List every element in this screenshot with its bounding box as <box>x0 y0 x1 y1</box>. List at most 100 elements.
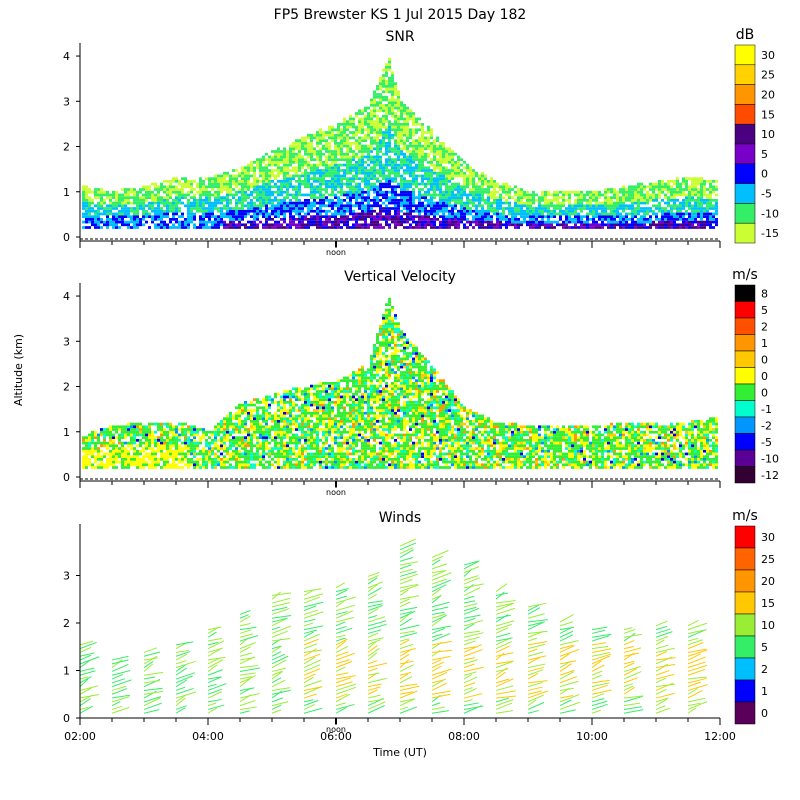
heat-cell <box>151 452 154 456</box>
heat-cell <box>175 177 178 180</box>
heat-cell <box>508 223 511 227</box>
heat-cell <box>421 158 424 161</box>
heat-cell <box>439 174 442 178</box>
colorbar-swatch <box>734 104 756 125</box>
heat-cell <box>130 436 133 439</box>
heat-cell <box>391 95 394 99</box>
heat-cell <box>391 207 394 210</box>
heat-cell <box>442 199 445 202</box>
heat-cell <box>637 207 640 210</box>
heat-cell <box>91 207 94 210</box>
heat-cell <box>91 466 94 469</box>
heat-cell <box>265 185 268 189</box>
heat-cell <box>280 150 283 153</box>
heat-cell <box>352 120 355 123</box>
heat-cell <box>313 190 316 194</box>
heat-cell <box>277 180 280 183</box>
heat-cell <box>394 112 397 115</box>
heat-cell <box>460 207 463 210</box>
heat-cell <box>424 226 427 229</box>
heat-cell <box>694 182 697 186</box>
heat-cell <box>631 204 634 208</box>
heat-cell <box>313 158 316 161</box>
heat-cell <box>283 177 286 180</box>
heat-cell <box>253 215 256 218</box>
heat-cell <box>442 174 445 178</box>
heat-cell <box>673 207 676 210</box>
heat-cell <box>400 109 403 113</box>
heat-cell <box>418 136 421 140</box>
heat-cell <box>373 109 376 113</box>
heat-cell <box>475 212 478 216</box>
heat-cell <box>670 212 673 216</box>
heat-cell <box>148 452 151 456</box>
heat-cell <box>361 123 364 126</box>
heat-cell <box>622 209 625 213</box>
heat-cell <box>499 218 502 221</box>
heat-cell <box>217 215 220 218</box>
heat-cell <box>685 188 688 191</box>
heat-cell <box>385 120 388 123</box>
heat-cell <box>646 226 649 229</box>
heat-cell <box>679 212 682 216</box>
heat-cell <box>472 220 475 224</box>
heat-cell <box>409 114 412 118</box>
heat-cell <box>559 209 562 213</box>
heat-cell <box>343 220 346 224</box>
heat-cell <box>259 193 262 197</box>
heat-cell <box>214 193 217 197</box>
heat-cell <box>415 220 418 224</box>
heat-cell <box>673 220 676 224</box>
heat-cell <box>91 455 94 458</box>
heat-cell <box>394 171 397 175</box>
heat-cell <box>418 139 421 142</box>
heat-cell <box>595 201 598 205</box>
heat-cell <box>424 136 427 140</box>
heat-cell <box>118 428 121 431</box>
heat-cell <box>259 180 262 183</box>
heat-cell <box>253 174 256 178</box>
heat-cell <box>283 199 286 202</box>
heat-cell <box>460 190 463 194</box>
heat-cell <box>445 193 448 197</box>
heat-cell <box>694 201 697 205</box>
heat-cell <box>118 196 121 199</box>
heat-cell <box>157 441 160 445</box>
heat-cell <box>352 177 355 180</box>
heat-cell <box>100 199 103 202</box>
heat-cell <box>145 460 148 464</box>
heat-cell <box>652 212 655 216</box>
heat-cell <box>460 212 463 216</box>
heat-cell <box>406 196 409 199</box>
heat-cell <box>544 199 547 202</box>
heat-cell <box>157 463 160 467</box>
heat-cell <box>238 207 241 210</box>
heat-cell <box>379 190 382 194</box>
heat-cell <box>139 439 142 442</box>
heat-cell <box>397 204 400 208</box>
heat-cell <box>400 104 403 107</box>
heat-cell <box>403 123 406 126</box>
heat-cell <box>118 220 121 224</box>
heat-cell <box>373 190 376 194</box>
heat-cell <box>529 193 532 197</box>
heat-cell <box>163 458 166 461</box>
heat-cell <box>583 223 586 227</box>
heat-cell <box>409 215 412 218</box>
heat-cell <box>631 199 634 202</box>
heat-cell <box>646 218 649 221</box>
heat-cell <box>271 171 274 175</box>
heat-cell <box>235 185 238 189</box>
heat-cell <box>280 193 283 197</box>
heat-cell <box>361 163 364 167</box>
heat-cell <box>415 174 418 178</box>
heat-cell <box>361 158 364 161</box>
heat-cell <box>382 182 385 186</box>
heat-cell <box>379 104 382 107</box>
heat-cell <box>409 150 412 153</box>
heat-cell <box>154 209 157 213</box>
heat-cell <box>697 196 700 199</box>
heat-cell <box>142 447 145 450</box>
heat-cell <box>361 169 364 172</box>
heat-cell <box>691 188 694 191</box>
